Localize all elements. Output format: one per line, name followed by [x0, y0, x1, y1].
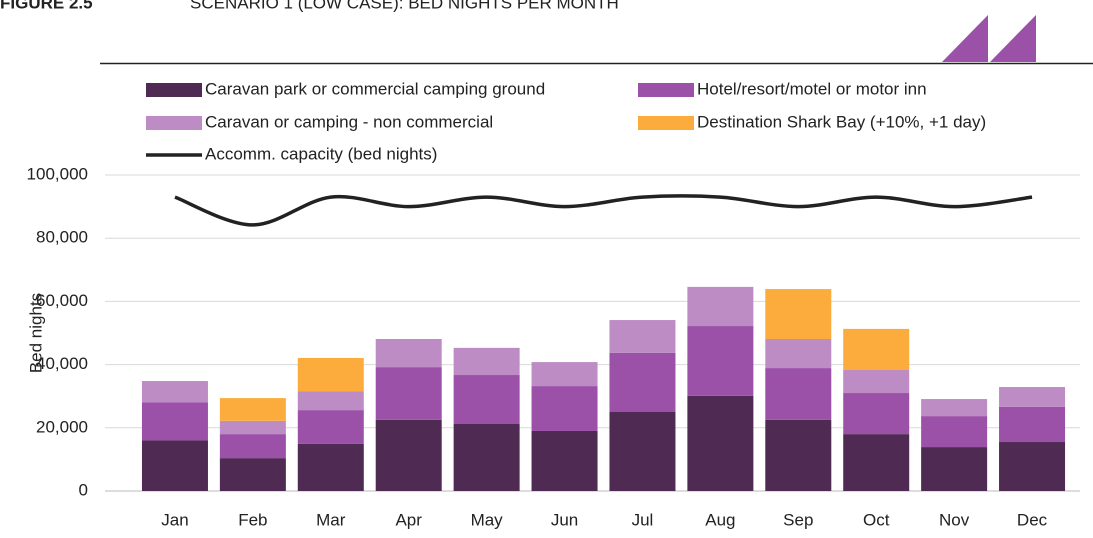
bar-segment	[219, 434, 286, 459]
x-tick-label: Nov	[939, 510, 970, 529]
bar-segment	[999, 442, 1066, 491]
legend-swatch	[638, 83, 694, 97]
bar-segment	[999, 387, 1066, 407]
y-tick-label: 20,000	[36, 417, 88, 436]
bar-segment	[765, 339, 832, 369]
bar-segment	[219, 420, 286, 435]
bar-segment	[765, 368, 832, 420]
y-tick-label: 80,000	[36, 228, 88, 247]
bar-segment	[297, 410, 364, 444]
bar-segment	[141, 381, 208, 403]
legend-swatch	[146, 83, 202, 97]
bar-segment	[765, 289, 832, 340]
bar-segment	[375, 419, 442, 491]
legend-label: Accomm. capacity (bed nights)	[205, 144, 437, 163]
bar-segment	[141, 402, 208, 441]
legend-label: Caravan or camping - non commercial	[205, 112, 493, 131]
bar-segment	[687, 286, 754, 327]
bar-segment	[375, 339, 442, 368]
x-tick-label: Jul	[632, 510, 654, 529]
bar-segment	[843, 369, 910, 394]
y-axis-label: Bed nights	[26, 293, 45, 373]
bar-segment	[999, 406, 1066, 443]
y-tick-label: 40,000	[36, 354, 88, 373]
capacity-line	[174, 194, 1033, 227]
x-tick-label: Dec	[1017, 510, 1048, 529]
y-tick-label: 100,000	[27, 164, 88, 183]
bar-segment	[219, 398, 286, 421]
x-tick-label: Jan	[161, 510, 188, 529]
legend-label: Destination Shark Bay (+10%, +1 day)	[697, 112, 986, 131]
bar-segment	[609, 320, 676, 353]
bar-segment	[297, 391, 364, 411]
bar-segment	[219, 458, 286, 491]
bar-segment	[687, 395, 754, 491]
bar-segment	[297, 443, 364, 491]
logo	[990, 15, 1036, 62]
x-tick-label: Apr	[395, 510, 422, 529]
bar-segment	[531, 362, 598, 387]
bar-segment	[531, 430, 598, 491]
x-tick-label: May	[471, 510, 504, 529]
bar-segment	[297, 357, 364, 392]
bar-segment	[843, 434, 910, 491]
bar-segment	[609, 412, 676, 491]
bar-segment	[453, 375, 520, 425]
y-tick-label: 60,000	[36, 291, 88, 310]
bar-segment	[531, 386, 598, 431]
bar-segment	[453, 424, 520, 491]
figure-label: FIGURE 2.5	[0, 0, 93, 12]
legend-swatch	[638, 116, 694, 130]
legend-label: Caravan park or commercial camping groun…	[205, 79, 545, 98]
bar-segment	[843, 328, 910, 370]
bar-segment	[921, 447, 988, 491]
x-tick-label: Mar	[316, 510, 346, 529]
bar-segment	[609, 352, 676, 412]
x-tick-label: Sep	[783, 510, 813, 529]
bar-segment	[375, 367, 442, 420]
x-tick-label: Aug	[705, 510, 735, 529]
bar-segment	[141, 440, 208, 491]
bar-segment	[687, 326, 754, 396]
bar-segment	[453, 347, 520, 376]
bar-segment	[921, 399, 988, 417]
x-tick-label: Feb	[238, 510, 267, 529]
chart-title: SCENARIO 1 (LOW CASE): BED NIGHTS PER MO…	[190, 0, 619, 12]
y-tick-label: 0	[79, 480, 88, 499]
bar-segment	[765, 419, 832, 491]
x-tick-label: Jun	[551, 510, 578, 529]
bar-segment	[921, 416, 988, 448]
x-tick-label: Oct	[863, 510, 890, 529]
bar-segment	[843, 393, 910, 435]
legend-swatch	[146, 116, 202, 130]
logo	[942, 15, 988, 62]
legend-label: Hotel/resort/motel or motor inn	[697, 79, 927, 98]
